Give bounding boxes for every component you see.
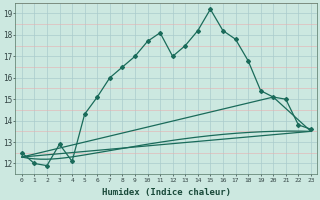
X-axis label: Humidex (Indice chaleur): Humidex (Indice chaleur): [102, 188, 231, 197]
